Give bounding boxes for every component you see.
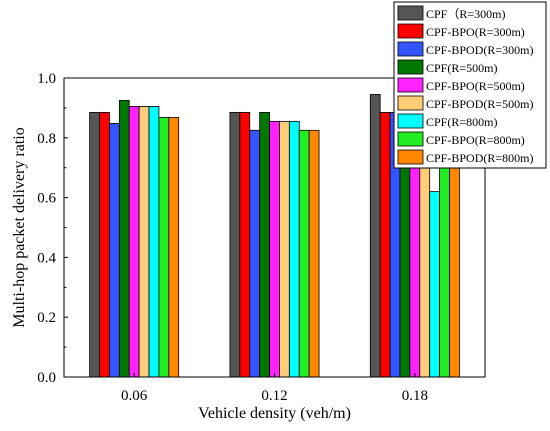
bar (449, 164, 460, 378)
legend-label: CPF-BPOD(R=300m) (426, 43, 533, 57)
bar (298, 129, 310, 378)
x-tick-label: 0.06 (121, 388, 148, 404)
legend-swatch (397, 149, 424, 165)
bar (308, 129, 320, 378)
bar (109, 123, 120, 378)
bar (229, 111, 241, 378)
legend-label: CPF-BPO(R=300m) (426, 25, 525, 39)
bar (99, 111, 110, 378)
legend-swatch (397, 95, 424, 111)
legend: CPF（R=300m) CPF-BPO(R=300m) CPF-BPOD(R=300… (393, 1, 547, 169)
y-axis: 0.0 0.2 0.4 0.6 0.8 1.0 (37, 71, 68, 386)
bar (239, 111, 251, 378)
y-axis-label: Multi-hop packet delivery ratio (11, 127, 28, 327)
legend-label: CPF(R=800m) (426, 115, 497, 129)
bars-group (89, 94, 460, 378)
x-axis-label: Vehicle density (veh/m) (198, 405, 351, 422)
x-tick-label: 0.18 (402, 388, 428, 404)
bar (279, 120, 290, 378)
legend-label: CPF-BPO(R=500m) (426, 79, 525, 93)
legend-label: CPF-BPO(R=800m) (426, 133, 525, 147)
bar (439, 164, 450, 378)
legend-label: CPF（R=300m) (426, 7, 505, 21)
bar (288, 120, 300, 378)
legend-label: CPF-BPOD(R=800m) (426, 151, 533, 165)
legend-swatch (397, 77, 424, 93)
x-tick-label: 0.12 (261, 388, 287, 404)
bar (269, 120, 280, 378)
y-tick-label: 1.0 (37, 71, 56, 87)
bar (369, 94, 381, 378)
legend-label: CPF(R=500m) (426, 61, 497, 75)
bar (118, 100, 130, 378)
legend-swatch (397, 131, 424, 147)
legend-swatch (397, 41, 424, 57)
y-tick-label: 0.0 (37, 370, 56, 386)
legend-swatch (397, 113, 424, 129)
legend-swatch (397, 59, 424, 75)
bar (128, 106, 140, 378)
bar (429, 191, 440, 378)
bar (89, 111, 100, 378)
legend-swatch (397, 5, 424, 21)
bar (259, 111, 270, 378)
y-tick-label: 0.8 (37, 131, 56, 147)
y-tick-label: 0.4 (37, 250, 56, 266)
bar (138, 106, 150, 378)
x-axis: 0.06 0.12 0.18 (121, 373, 428, 404)
bar (249, 129, 261, 378)
y-tick-label: 0.6 (37, 191, 56, 207)
legend-swatch (397, 23, 424, 39)
bar (158, 117, 170, 378)
y-tick-label: 0.2 (37, 310, 56, 326)
legend-label: CPF-BPOD(R=500m) (426, 97, 533, 111)
bar (379, 111, 391, 378)
bar (148, 106, 160, 378)
bar (168, 117, 180, 378)
